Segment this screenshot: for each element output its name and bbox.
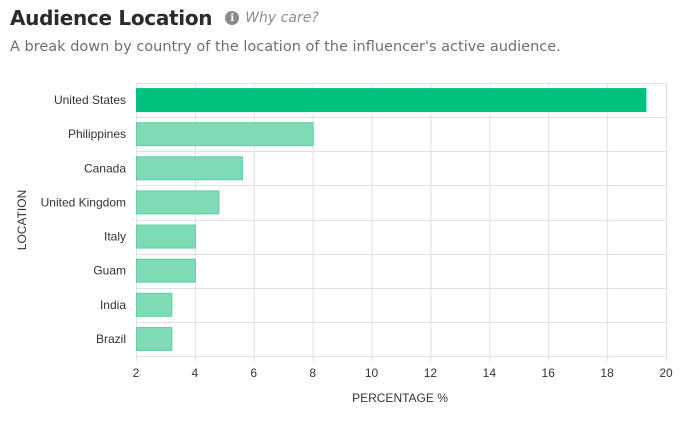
category-label: Philippines [68, 127, 126, 141]
x-tick-label: 20 [659, 366, 673, 380]
x-tick-label: 4 [192, 366, 199, 380]
why-care-link[interactable]: Why care? [245, 10, 319, 26]
bars [136, 88, 647, 351]
bar-canada[interactable] [136, 156, 243, 181]
bar-brazil[interactable] [136, 326, 173, 351]
category-labels: United States Philippines Canada United Kin… [41, 93, 127, 346]
x-tick-labels: 2 4 6 8 10 12 14 16 18 20 [133, 366, 673, 380]
x-tick-label: 18 [600, 366, 614, 380]
category-label: Canada [84, 161, 126, 175]
category-label: Guam [93, 264, 126, 278]
category-label: United Kingdom [41, 195, 126, 209]
x-tick-label: 10 [365, 366, 379, 380]
info-icon[interactable]: i [225, 11, 240, 25]
bar-guam[interactable] [136, 258, 196, 283]
y-axis-label: LOCATION [15, 190, 29, 250]
category-label: Italy [104, 230, 126, 244]
x-tick-label: 6 [250, 366, 257, 380]
section-header: Audience Location i Why care? [10, 4, 319, 32]
section-subtitle: A break down by country of the location … [10, 39, 561, 55]
bar-united-kingdom[interactable] [136, 190, 220, 215]
category-label: India [100, 298, 126, 312]
category-label: United States [54, 93, 126, 107]
x-tick-label: 8 [309, 366, 316, 380]
section-title: Audience Location [10, 6, 213, 30]
x-tick-label: 16 [542, 366, 556, 380]
bar-united-states[interactable] [136, 88, 647, 113]
x-tick-label: 2 [133, 366, 140, 380]
x-tick-label: 14 [483, 366, 497, 380]
bar-philippines[interactable] [136, 122, 314, 147]
grid-lines [136, 83, 667, 361]
category-label: Brazil [96, 332, 126, 346]
bar-india[interactable] [136, 292, 173, 317]
bar-italy[interactable] [136, 224, 196, 249]
x-axis-label: PERCENTAGE % [352, 391, 448, 405]
x-tick-label: 12 [424, 366, 438, 380]
